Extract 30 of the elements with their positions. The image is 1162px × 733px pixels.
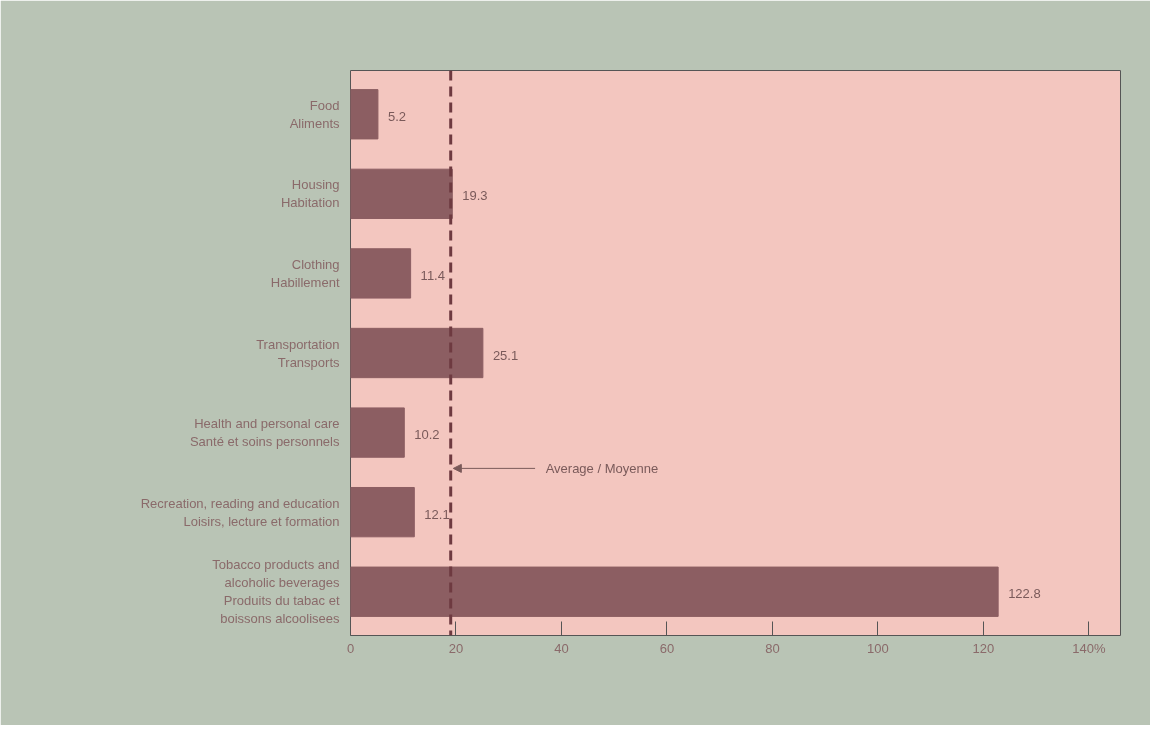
bar xyxy=(350,486,415,538)
bar xyxy=(350,89,379,140)
data-label: 11.4 xyxy=(420,267,445,283)
data-label: 10.2 xyxy=(414,427,440,443)
y-tick-label: Clothing Habillement xyxy=(270,256,340,290)
y-tick-label: Tobacco products and alcoholic beverages Produits du tabac et boissons alcoolisees xyxy=(212,557,340,627)
x-tick-label: 60 xyxy=(659,640,675,656)
x-tick-label: 40 xyxy=(554,640,569,656)
x-tick-label: 80 xyxy=(765,640,780,656)
y-tick-label: Recreation, reading and education Loisirs, lecture et formation xyxy=(140,495,340,529)
x-tick-label: 20 xyxy=(448,640,464,656)
y-tick-label: Food Aliments xyxy=(289,97,340,131)
bar xyxy=(350,407,405,458)
y-tick-label: Housing Habitation xyxy=(280,177,340,211)
x-tick-label: 0 xyxy=(346,640,355,656)
data-label: 5.2 xyxy=(387,108,406,124)
bar xyxy=(350,566,999,617)
bar xyxy=(350,168,453,220)
ref-line-label: Average / Moyenne xyxy=(545,460,659,476)
bar xyxy=(350,248,412,299)
data-label: 12.1 xyxy=(424,506,450,522)
data-label: 122.8 xyxy=(1008,586,1041,602)
data-label: 25.1 xyxy=(492,347,519,363)
y-tick-label: Health and personal care Santé et soins personnels xyxy=(189,416,340,450)
data-label: 19.3 xyxy=(462,188,488,204)
bar xyxy=(350,327,484,379)
x-tick-label: 100 xyxy=(867,640,889,656)
x-tick-label: 140% xyxy=(1072,640,1106,656)
x-tick-label: 120 xyxy=(972,640,995,656)
y-tick-label: Transportation Transports xyxy=(256,336,340,370)
